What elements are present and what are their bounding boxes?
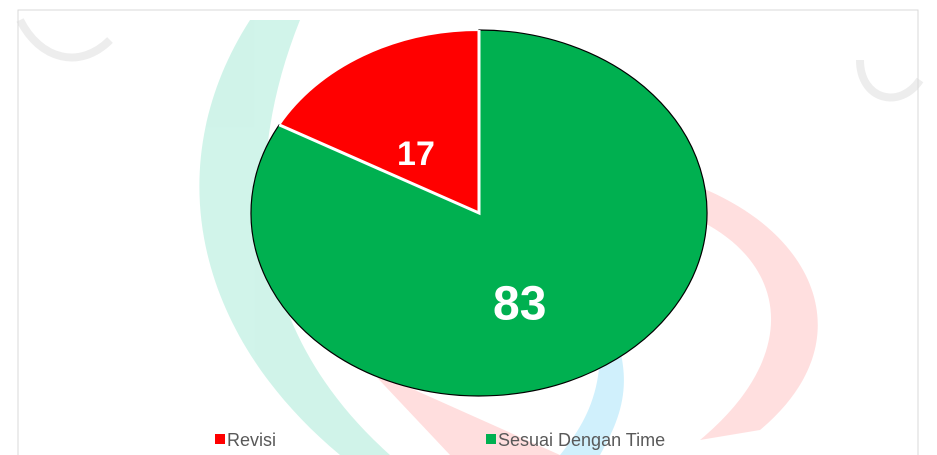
legend-swatch [486,434,496,444]
watermark-shape [860,60,920,97]
page: 1783 RevisiSesuai Dengan Time (() => { c… [0,0,937,455]
data-label: 17 [397,135,435,173]
chart: 1783 RevisiSesuai Dengan Time [0,0,937,455]
data-label: 83 [493,277,546,330]
legend-swatch [215,434,225,444]
legend-label: Revisi [227,430,276,450]
watermark-shape [20,20,110,57]
legend-label: Sesuai Dengan Time [498,430,665,450]
